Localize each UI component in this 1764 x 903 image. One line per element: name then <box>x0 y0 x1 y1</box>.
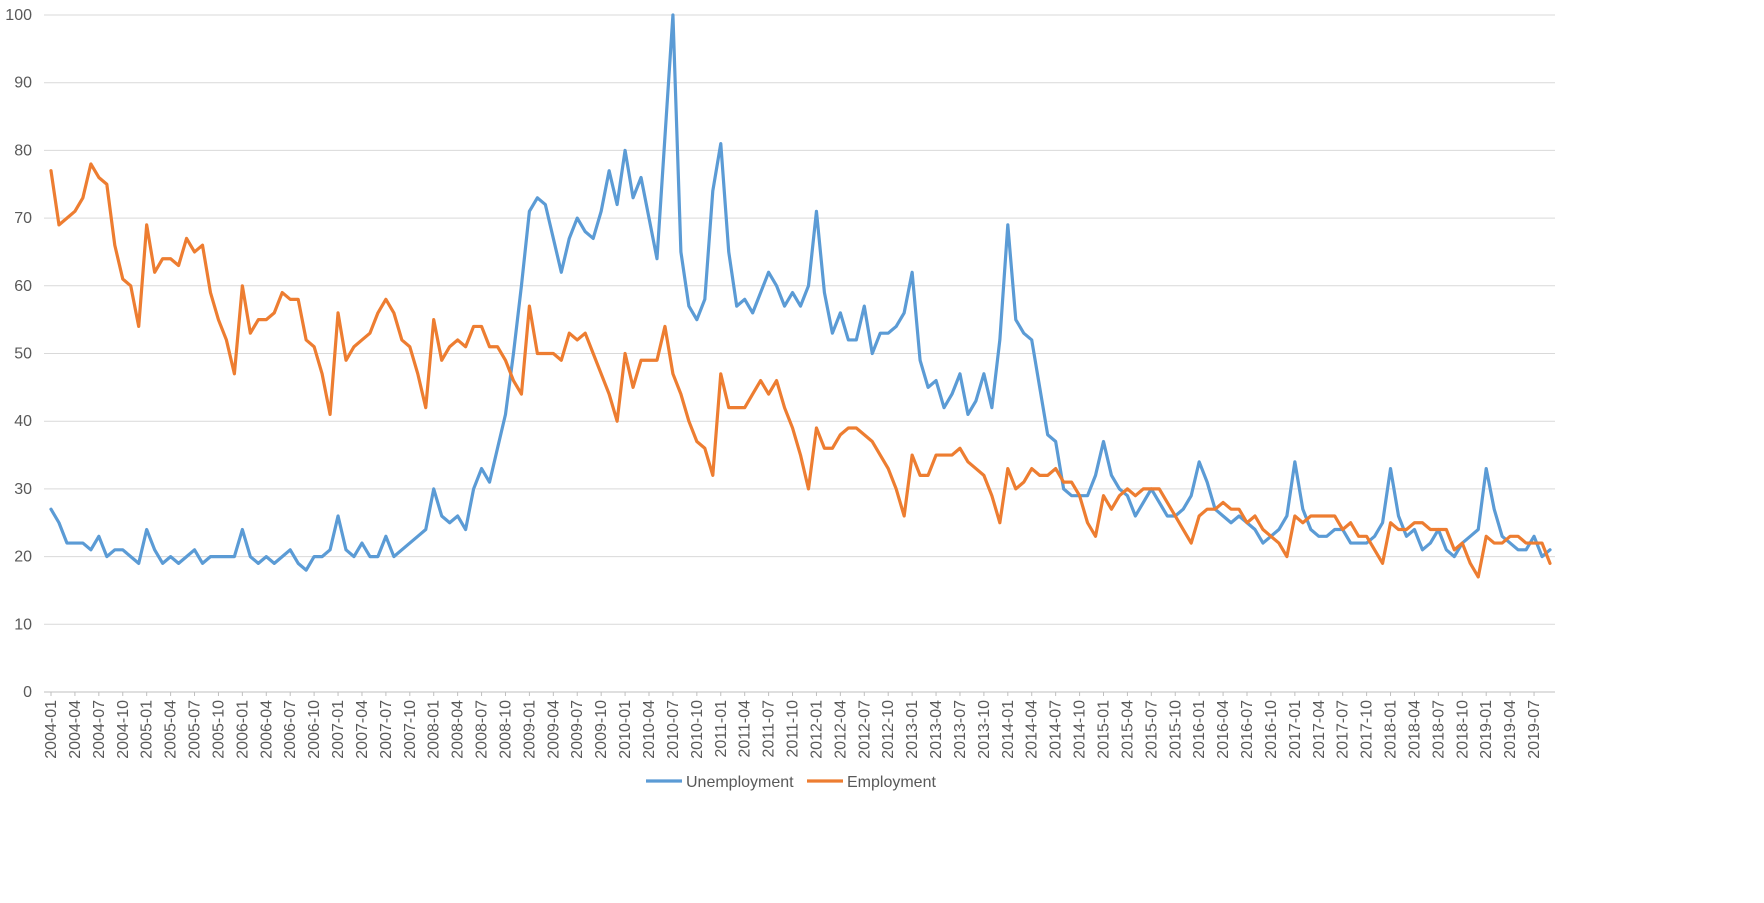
y-tick-label: 0 <box>23 684 32 701</box>
x-tick-label: 2007-07 <box>378 700 395 759</box>
x-tick-label: 2012-04 <box>832 700 849 759</box>
x-tick-label: 2006-10 <box>306 700 323 759</box>
x-tick-label: 2018-10 <box>1454 700 1471 759</box>
x-tick-label: 2017-01 <box>1287 700 1304 759</box>
x-tick-label: 2009-07 <box>569 700 586 759</box>
x-tick-label: 2007-10 <box>402 700 419 759</box>
x-tick-label: 2004-01 <box>43 700 60 759</box>
x-axis <box>44 691 1555 696</box>
x-tick-label: 2005-01 <box>139 700 156 759</box>
x-tick-label: 2015-04 <box>1119 700 1136 759</box>
x-tick-label: 2009-04 <box>545 700 562 759</box>
x-tick-label: 2015-10 <box>1167 700 1184 759</box>
x-tick-label: 2016-07 <box>1239 700 1256 759</box>
x-tick-label: 2005-04 <box>163 700 180 759</box>
x-tick-label: 2019-07 <box>1526 700 1543 759</box>
x-tick-label: 2010-01 <box>617 700 634 759</box>
x-tick-label: 2008-01 <box>426 700 443 759</box>
x-tick-label: 2017-04 <box>1311 700 1328 759</box>
x-tick-label: 2004-07 <box>91 700 108 759</box>
x-tick-label: 2019-01 <box>1478 700 1495 759</box>
x-tick-label: 2018-01 <box>1383 700 1400 759</box>
x-tick-label: 2007-04 <box>354 700 371 759</box>
y-tick-label: 90 <box>14 75 32 92</box>
x-tick-label: 2014-10 <box>1072 700 1089 759</box>
y-tick-label: 50 <box>14 346 32 363</box>
x-tick-label: 2008-10 <box>497 700 514 759</box>
x-tick-label: 2016-04 <box>1215 700 1232 759</box>
x-tick-label: 2006-04 <box>258 700 275 759</box>
x-tick-label: 2011-07 <box>761 700 778 758</box>
y-tick-label: 40 <box>14 413 32 430</box>
x-tick-label: 2012-07 <box>856 700 873 759</box>
x-tick-label: 2015-01 <box>1095 700 1112 759</box>
x-axis-tick-labels: 2004-01 2004-04 2004-07 2004-10 2005-01 2005-… <box>43 700 1543 759</box>
legend: Unemployment Employment <box>646 774 936 791</box>
x-tick-label: 2017-07 <box>1335 700 1352 759</box>
x-tick-label: 2009-10 <box>593 700 610 759</box>
x-tick-label: 2012-01 <box>808 700 825 759</box>
x-tick-label: 2008-07 <box>474 700 491 759</box>
x-tick-label: 2004-04 <box>67 700 84 759</box>
x-tick-label: 2006-01 <box>234 700 251 759</box>
y-tick-label: 20 <box>14 549 32 566</box>
legend-label-unemployment: Unemployment <box>686 774 794 791</box>
x-tick-label: 2013-10 <box>976 700 993 759</box>
x-tick-label: 2007-01 <box>330 700 347 759</box>
x-tick-label: 2013-07 <box>952 700 969 759</box>
x-tick-label: 2018-07 <box>1430 700 1447 759</box>
x-tick-label: 2010-10 <box>689 700 706 759</box>
series-line-employment <box>49 162 1552 579</box>
x-tick-label: 2005-10 <box>210 700 227 759</box>
x-tick-label: 2015-07 <box>1143 700 1160 759</box>
x-tick-label: 2017-10 <box>1359 700 1376 759</box>
x-tick-label: 2005-07 <box>187 700 204 759</box>
y-tick-label: 70 <box>14 210 32 227</box>
x-tick-label: 2011-01 <box>713 700 730 758</box>
x-tick-label: 2009-01 <box>521 700 538 759</box>
x-tick-label: 2006-07 <box>282 700 299 759</box>
x-tick-label: 2010-04 <box>641 700 658 759</box>
x-tick-label: 2011-10 <box>785 700 802 758</box>
x-tick-label: 2016-01 <box>1191 700 1208 759</box>
x-tick-label: 2008-04 <box>450 700 467 759</box>
y-tick-label: 60 <box>14 278 32 295</box>
x-tick-label: 2018-04 <box>1406 700 1423 759</box>
x-tick-label: 2014-01 <box>1000 700 1017 759</box>
x-tick-label: 2011-04 <box>737 700 754 758</box>
y-tick-label: 30 <box>14 481 32 498</box>
y-tick-label: 100 <box>5 7 32 24</box>
x-tick-label: 2013-01 <box>904 700 921 759</box>
x-tick-label: 2012-10 <box>880 700 897 759</box>
legend-label-employment: Employment <box>847 774 936 791</box>
series-line-unemployment <box>49 13 1552 572</box>
x-tick-label: 2013-04 <box>928 700 945 759</box>
x-tick-label: 2016-10 <box>1263 700 1280 759</box>
x-tick-label: 2004-10 <box>115 700 132 759</box>
y-axis-tick-labels: 0 10 20 30 40 50 60 70 80 90 100 <box>5 7 32 701</box>
y-tick-label: 10 <box>14 616 32 633</box>
x-tick-label: 2014-04 <box>1024 700 1041 759</box>
x-tick-label: 2014-07 <box>1048 700 1065 759</box>
x-tick-label: 2010-07 <box>665 700 682 759</box>
x-tick-label: 2019-04 <box>1502 700 1519 759</box>
data-series <box>49 13 1552 579</box>
y-tick-label: 80 <box>14 142 32 159</box>
